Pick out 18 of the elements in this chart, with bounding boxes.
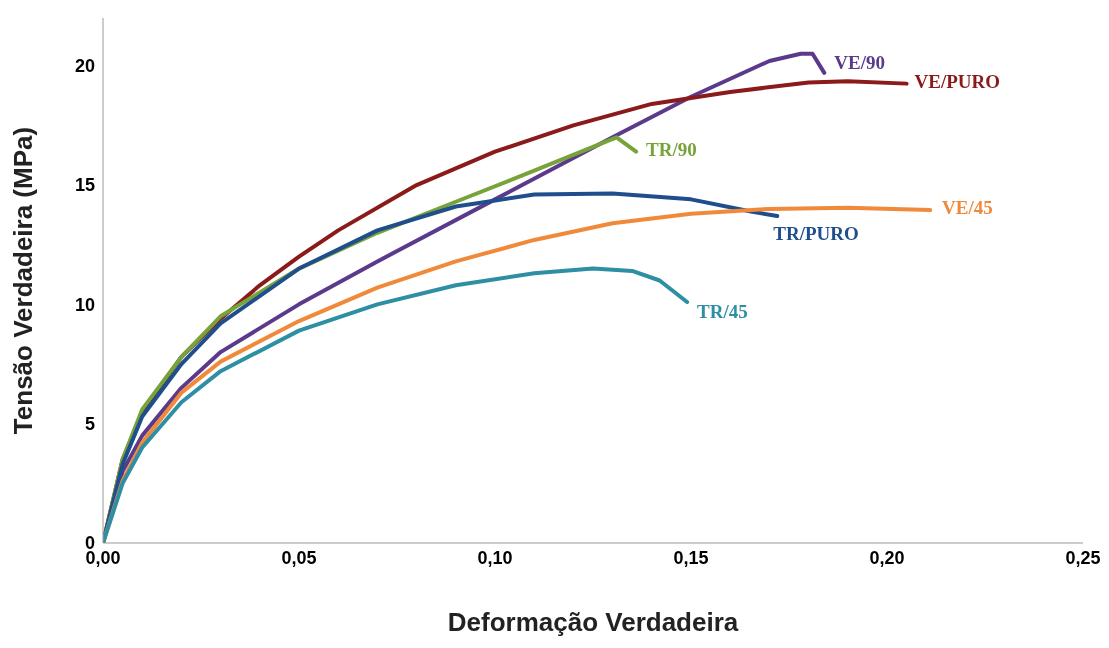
series-label: VE/90: [834, 51, 885, 73]
x-tick-label: 0,10: [477, 547, 513, 568]
y-tick-label: 15: [74, 175, 95, 196]
y-tick-label: 20: [74, 56, 95, 77]
y-tick-label: 5: [84, 414, 95, 435]
series-label: TR/PURO: [773, 223, 859, 245]
series-label: VE/45: [942, 197, 993, 219]
x-tick-label: 0,20: [869, 547, 905, 568]
x-tick-label: 0,25: [1065, 547, 1101, 568]
series-label: TR/45: [697, 300, 748, 322]
y-axis-title: Tensão Verdadeira (MPa): [8, 126, 39, 435]
x-tick-label: 0,15: [673, 547, 709, 568]
line-series: [103, 266, 690, 543]
y-tick-label: 10: [74, 294, 95, 315]
series-label: TR/90: [646, 138, 697, 160]
x-axis-title: Deformação Verdadeira: [447, 607, 739, 637]
series-label: VE/PURO: [914, 70, 1001, 92]
x-tick-label: 0,05: [281, 547, 317, 568]
